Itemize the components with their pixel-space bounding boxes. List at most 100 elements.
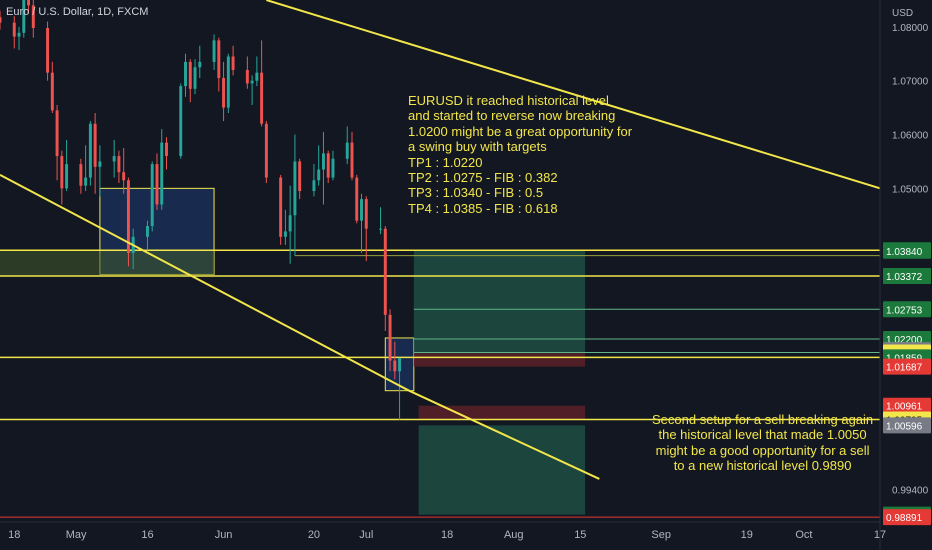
time-tick-label: 16: [141, 529, 153, 541]
sell-target-zone: [418, 425, 586, 515]
time-tick-label: Sep: [651, 529, 671, 541]
candle-body: [145, 226, 149, 237]
candle-body: [117, 156, 121, 173]
time-tick-label: 17: [874, 529, 886, 541]
candle-body: [188, 61, 192, 89]
price-tick-label: 1.05000: [892, 184, 929, 195]
candle-body: [264, 123, 268, 178]
candle-body: [179, 86, 183, 157]
candle-body: [293, 161, 297, 216]
buy-target-zone: [413, 250, 586, 353]
candle-body: [350, 142, 354, 178]
price-level-badge: [883, 509, 931, 526]
price-level-badge: [883, 301, 931, 318]
candle-body: [283, 231, 287, 237]
candle-body: [260, 72, 264, 124]
candle-body: [160, 142, 164, 205]
price-axis[interactable]: 1.08000 1.07000 1.06000 1.05000 0.99400 1.038…: [879, 0, 931, 550]
candle-body: [321, 153, 325, 170]
candle-body: [98, 161, 102, 167]
candle-body: [0, 17, 2, 23]
candle-body: [155, 164, 159, 205]
candle-body: [326, 153, 330, 178]
time-tick-label: 15: [574, 529, 586, 541]
candle-body: [17, 32, 21, 37]
resistance-band: [0, 250, 215, 276]
candle-body: [112, 156, 116, 162]
candle-body: [364, 199, 368, 229]
candle-body: [288, 215, 292, 232]
candle-body: [184, 61, 187, 87]
candle-body: [212, 40, 216, 62]
price-level-badge: [883, 242, 931, 259]
time-tick-label: 18: [441, 529, 453, 541]
price-level-label: 1.01687: [886, 363, 923, 374]
price-tick-label: 1.08000: [892, 23, 929, 34]
candle-body: [345, 142, 349, 159]
buy-stop-zone: [413, 352, 586, 367]
time-axis[interactable]: 18 May 16 Jun 20 Jul 18 Aug 15 Sep 19 Oct 17: [0, 521, 886, 541]
price-level-label: 1.03840: [886, 247, 923, 258]
candle-body: [150, 164, 154, 227]
candle-body: [165, 142, 168, 157]
time-tick-label: Jul: [359, 529, 373, 541]
time-tick-label: 20: [308, 529, 320, 541]
candle-body: [388, 314, 392, 361]
time-tick-label: 18: [8, 529, 20, 541]
candle-body: [88, 123, 92, 178]
time-tick-label: May: [66, 529, 87, 541]
time-tick-label: 19: [741, 529, 753, 541]
trendline-resistance: [266, 0, 881, 190]
trendlines-layer: [0, 0, 881, 480]
candle-body: [393, 360, 397, 372]
candle-body: [22, 0, 26, 33]
candle-body: [298, 161, 302, 192]
candles-layer: [0, 0, 402, 420]
candle-body: [355, 177, 359, 221]
candle-body: [31, 5, 35, 28]
candle-body: [222, 78, 226, 108]
candle-body: [383, 228, 387, 315]
price-level-label: 1.02200: [886, 335, 923, 346]
sell-stop-zone: [418, 405, 586, 420]
price-tick-label: 1.07000: [892, 77, 929, 88]
price-level-badge: [883, 417, 931, 434]
candle-body: [126, 180, 130, 253]
level-lines-layer: [0, 249, 880, 518]
candle-body: [50, 72, 54, 111]
candle-body: [193, 67, 197, 89]
candle-body: [55, 110, 59, 157]
candle-body: [317, 169, 321, 181]
currency-label: USD: [892, 8, 914, 19]
candle-body: [27, 0, 31, 6]
candle-body: [279, 177, 283, 237]
candle-body: [379, 228, 383, 230]
candle-body: [65, 164, 69, 189]
price-level-badge: [883, 267, 931, 284]
sell-setup-note: Second setup for a sell breaking again t…: [652, 412, 874, 474]
candle-body: [93, 123, 97, 167]
time-tick-label: Aug: [504, 529, 524, 541]
candle-body: [79, 164, 83, 186]
candle-body: [46, 27, 50, 73]
candle-body: [226, 56, 230, 108]
candle-body: [12, 22, 16, 37]
candle-body: [398, 357, 402, 372]
candle-body: [60, 156, 64, 189]
trendline-support-extension: [408, 389, 600, 480]
candle-body: [122, 172, 126, 181]
zone-layer: [0, 187, 586, 515]
candle-body: [198, 61, 202, 68]
price-level-label: 0.98891: [886, 513, 923, 524]
price-tick-label: 0.99400: [892, 486, 929, 497]
candle-body: [360, 199, 363, 221]
buy-setup-note: EURUSD it reached historical level and s…: [408, 93, 633, 216]
time-tick-label: Jun: [215, 529, 233, 541]
candle-body: [255, 72, 259, 81]
candle-body: [231, 56, 235, 70]
price-level-label: 1.03372: [886, 272, 923, 283]
trendline-support: [0, 174, 410, 392]
symbol-title[interactable]: Euro / U.S. Dollar, 1D, FXCM: [6, 6, 149, 18]
price-tick-label: 1.06000: [892, 131, 929, 142]
